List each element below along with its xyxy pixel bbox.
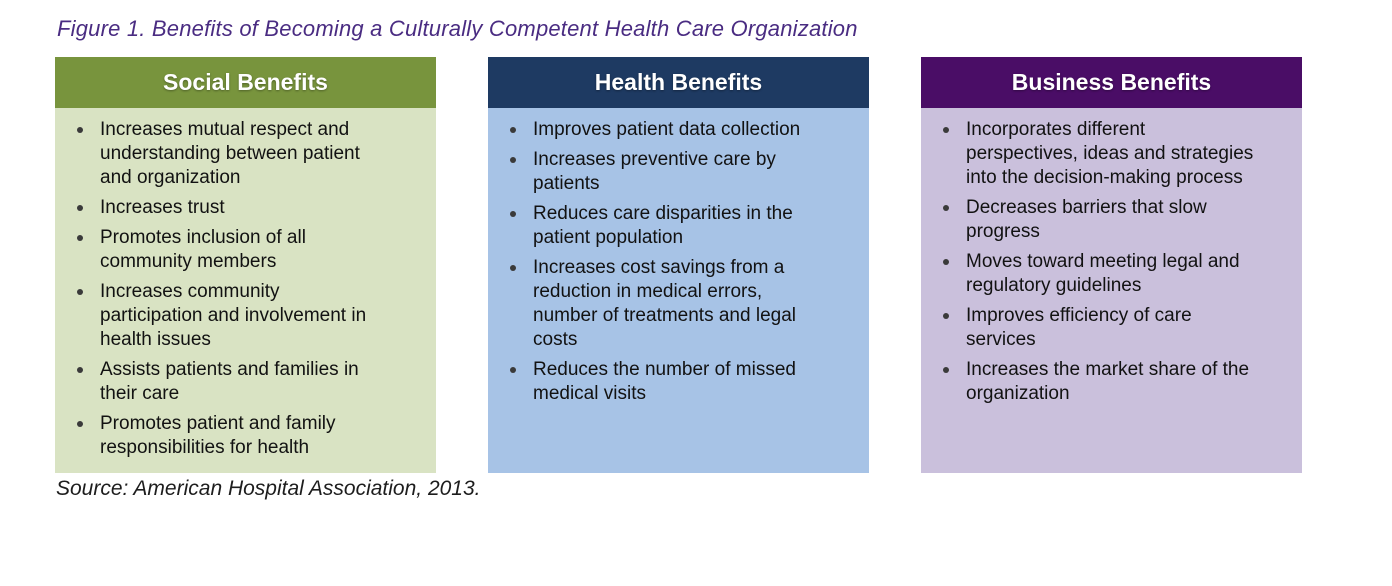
- social-benefits-header: Social Benefits: [55, 57, 436, 108]
- benefit-item: Reduces care disparities in the patient …: [509, 202, 855, 250]
- business-benefits-header: Business Benefits: [921, 57, 1302, 108]
- benefit-item: Decreases barriers that slow progress: [942, 196, 1288, 244]
- business-benefits-list: Incorporates different perspectives, ide…: [921, 108, 1302, 473]
- benefit-item: Moves toward meeting legal and regulator…: [942, 250, 1288, 298]
- benefit-item: Increases community participation and in…: [76, 280, 422, 352]
- benefit-item: Improves patient data collection: [509, 118, 855, 142]
- health-benefits-list: Improves patient data collection Increase…: [488, 108, 869, 473]
- benefit-item: Increases mutual respect and understandi…: [76, 118, 422, 190]
- column-health-benefits: Health Benefits Improves patient data co…: [488, 57, 869, 473]
- health-benefits-header: Health Benefits: [488, 57, 869, 108]
- column-business-benefits: Business Benefits Incorporates different…: [921, 57, 1302, 473]
- column-social-benefits: Social Benefits Increases mutual respect…: [55, 57, 436, 473]
- figure-title: Figure 1. Benefits of Becoming a Cultura…: [57, 16, 858, 41]
- figure-source: Source: American Hospital Association, 2…: [56, 477, 481, 500]
- benefits-columns: Social Benefits Increases mutual respect…: [55, 57, 1302, 473]
- benefit-item: Improves efficiency of care services: [942, 304, 1288, 352]
- benefit-item: Increases preventive care by patients: [509, 148, 855, 196]
- benefit-item: Increases cost savings from a reduction …: [509, 256, 855, 352]
- social-benefits-list: Increases mutual respect and understandi…: [55, 108, 436, 473]
- benefit-item: Increases the market share of the organi…: [942, 358, 1288, 406]
- benefit-item: Assists patients and families in their c…: [76, 358, 422, 406]
- benefit-item: Incorporates different perspectives, ide…: [942, 118, 1288, 190]
- benefit-item: Promotes patient and family responsibili…: [76, 412, 422, 460]
- benefit-item: Increases trust: [76, 196, 422, 220]
- benefit-item: Promotes inclusion of all community memb…: [76, 226, 422, 274]
- benefit-item: Reduces the number of missed medical vis…: [509, 358, 855, 406]
